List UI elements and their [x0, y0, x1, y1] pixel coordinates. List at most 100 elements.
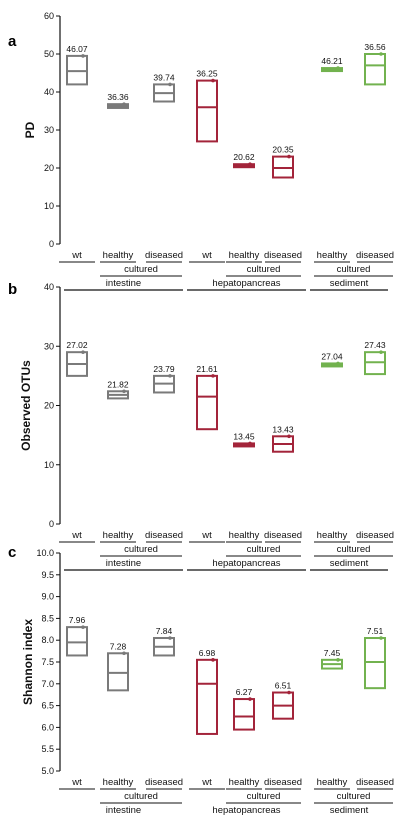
y-tick-label: 10 — [44, 201, 54, 211]
x-category-label: wt — [71, 250, 82, 261]
x-category-label: wt — [201, 250, 212, 261]
mean-point — [168, 636, 172, 640]
data-label: 6.27 — [236, 687, 253, 697]
box-healthy-hepatopancreas — [233, 698, 255, 731]
y-tick-label: 6.5 — [41, 701, 54, 711]
y-tick-label: 7.0 — [41, 679, 54, 689]
x-category-label: diseased — [356, 777, 394, 788]
box-healthy-sediment — [321, 67, 343, 73]
y-tick-label: 10 — [44, 460, 54, 470]
group-label: intestine — [106, 558, 141, 569]
mean-point — [211, 374, 215, 378]
y-axis-label: Observed OTUs — [19, 360, 33, 451]
mean-point — [81, 54, 85, 58]
mean-point — [287, 690, 291, 695]
mean-point — [248, 697, 252, 701]
mean-point — [287, 434, 291, 439]
x-category-label: wt — [71, 530, 82, 541]
mean-point — [248, 162, 252, 166]
box-wt-hepatopancreas — [196, 374, 218, 431]
x-category-label: healthy — [103, 777, 134, 788]
y-tick-label: 0 — [49, 239, 54, 249]
mean-point — [122, 102, 126, 106]
group-label: hepatopancreas — [212, 558, 280, 569]
y-tick-label: 5.5 — [41, 744, 54, 754]
cultured-label: cultured — [337, 791, 371, 802]
group-label: intestine — [106, 278, 141, 289]
group-label: sediment — [330, 558, 369, 569]
mean-point — [336, 66, 340, 70]
x-category-label: healthy — [103, 530, 134, 541]
chart-panel-b: b Observed OTUs 0 10 20 30 40 27.02 21.82 23.79 21… — [8, 281, 394, 571]
data-label: 39.74 — [153, 72, 175, 82]
box-healthy-intestine — [107, 103, 129, 109]
y-tick-label: 40 — [44, 87, 54, 97]
x-category-label: diseased — [145, 530, 183, 541]
y-tick-label: 50 — [44, 49, 54, 59]
data-label: 21.61 — [196, 364, 218, 374]
cultured-label: cultured — [337, 544, 371, 555]
x-category-label: diseased — [264, 777, 302, 788]
group-label: sediment — [330, 278, 369, 289]
box-healthy-intestine — [107, 652, 129, 692]
data-label: 46.21 — [321, 56, 343, 66]
group-label: sediment — [330, 805, 369, 815]
cultured-label: cultured — [247, 264, 281, 275]
x-category-label: diseased — [356, 250, 394, 261]
data-label: 7.28 — [110, 641, 127, 651]
data-label: 27.04 — [321, 351, 343, 361]
data-label: 6.51 — [275, 681, 292, 691]
y-tick-label: 20 — [44, 401, 54, 411]
mean-point — [81, 625, 85, 629]
panel-letter: b — [8, 281, 17, 298]
data-label: 7.84 — [156, 626, 173, 636]
x-category-label: healthy — [229, 250, 260, 261]
data-label: 13.43 — [272, 424, 294, 434]
data-label: 36.36 — [107, 92, 129, 102]
x-category-label: diseased — [145, 777, 183, 788]
data-label: 36.56 — [364, 42, 386, 52]
x-category-label: wt — [201, 777, 212, 788]
y-tick-label: 0 — [49, 519, 54, 529]
panel-letter: c — [8, 544, 16, 561]
data-label: 20.35 — [272, 145, 294, 155]
box-wt-intestine — [66, 626, 88, 657]
x-category-label: wt — [71, 777, 82, 788]
box-healthy-hepatopancreas — [233, 163, 255, 169]
group-label: intestine — [106, 805, 141, 815]
data-label: 27.43 — [364, 340, 386, 350]
x-category-label: healthy — [317, 530, 348, 541]
y-tick-label: 40 — [44, 282, 54, 292]
data-label: 27.02 — [66, 340, 88, 350]
mean-point — [336, 361, 340, 366]
data-label: 6.98 — [199, 648, 216, 658]
mean-point — [248, 441, 252, 446]
data-label: 7.96 — [69, 615, 86, 625]
y-tick-label: 7.5 — [41, 657, 54, 667]
chart-panel-c: c Shannon index 5.0 5.5 6.0 6.5 7.0 7.5 8.0 8.5 9.… — [8, 544, 394, 815]
mean-point — [336, 658, 340, 662]
mean-point — [122, 389, 126, 394]
mean-point — [211, 78, 215, 83]
group-label: hepatopancreas — [212, 805, 280, 815]
cultured-label: cultured — [247, 544, 281, 555]
x-category-label: healthy — [103, 250, 134, 261]
x-category-label: healthy — [317, 777, 348, 788]
mean-point — [81, 350, 85, 354]
y-tick-label: 5.0 — [41, 766, 54, 776]
y-tick-label: 8.5 — [41, 613, 54, 623]
mean-point — [379, 636, 383, 640]
box-healthy-hepatopancreas — [233, 442, 255, 448]
x-category-label: diseased — [145, 250, 183, 261]
data-label: 36.25 — [196, 69, 218, 79]
data-label: 21.82 — [107, 379, 129, 389]
panel-letter: a — [8, 33, 17, 50]
mean-point — [379, 350, 383, 354]
data-label: 7.51 — [367, 626, 384, 636]
y-axis-label: Shannon index — [21, 619, 35, 705]
y-tick-label: 6.0 — [41, 722, 54, 732]
y-tick-label: 30 — [44, 341, 54, 351]
mean-point — [211, 658, 215, 662]
y-tick-label: 9.5 — [41, 570, 54, 580]
mean-point — [379, 52, 383, 56]
